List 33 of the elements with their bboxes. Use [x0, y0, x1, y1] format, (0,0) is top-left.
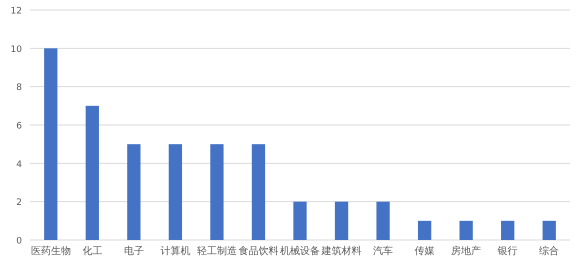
y-tick-label: 8 [16, 83, 22, 94]
x-tick-label: 汽车 [373, 245, 394, 257]
bar [210, 144, 224, 240]
bar [460, 220, 473, 240]
y-tick-label: 6 [16, 122, 22, 132]
y-tick-label: 2 [16, 198, 22, 208]
x-tick-label: 轻工制造 [196, 245, 237, 257]
bar [86, 106, 99, 240]
x-tick-label: 建筑材料 [320, 245, 362, 257]
bar [376, 202, 390, 240]
y-tick-label: 0 [16, 236, 22, 246]
bar [293, 202, 307, 240]
bar [127, 144, 140, 240]
x-tick-label: 电子 [124, 245, 144, 257]
bar [252, 144, 266, 240]
y-tick-label: 10 [10, 44, 22, 55]
x-tick-label: 传媒 [414, 246, 435, 257]
bar [501, 220, 514, 240]
x-tick-label: 房地产 [451, 245, 482, 257]
x-tick-label: 食品饮料 [238, 245, 278, 257]
x-tick-label: 综合 [539, 245, 560, 257]
x-tick-label: 银行 [496, 246, 518, 257]
bar [418, 220, 432, 240]
bar [542, 220, 556, 240]
x-tick-label: 计算机 [160, 245, 190, 257]
x-tick-label: 医药生物 [30, 245, 71, 257]
bar [168, 144, 182, 240]
bar [44, 48, 58, 240]
y-tick-label: 4 [16, 160, 22, 170]
x-tick-label: 化工 [82, 245, 102, 257]
x-tick-label: 机械设备 [280, 245, 320, 257]
y-tick-label: 12 [10, 6, 22, 16]
bar [334, 202, 348, 240]
